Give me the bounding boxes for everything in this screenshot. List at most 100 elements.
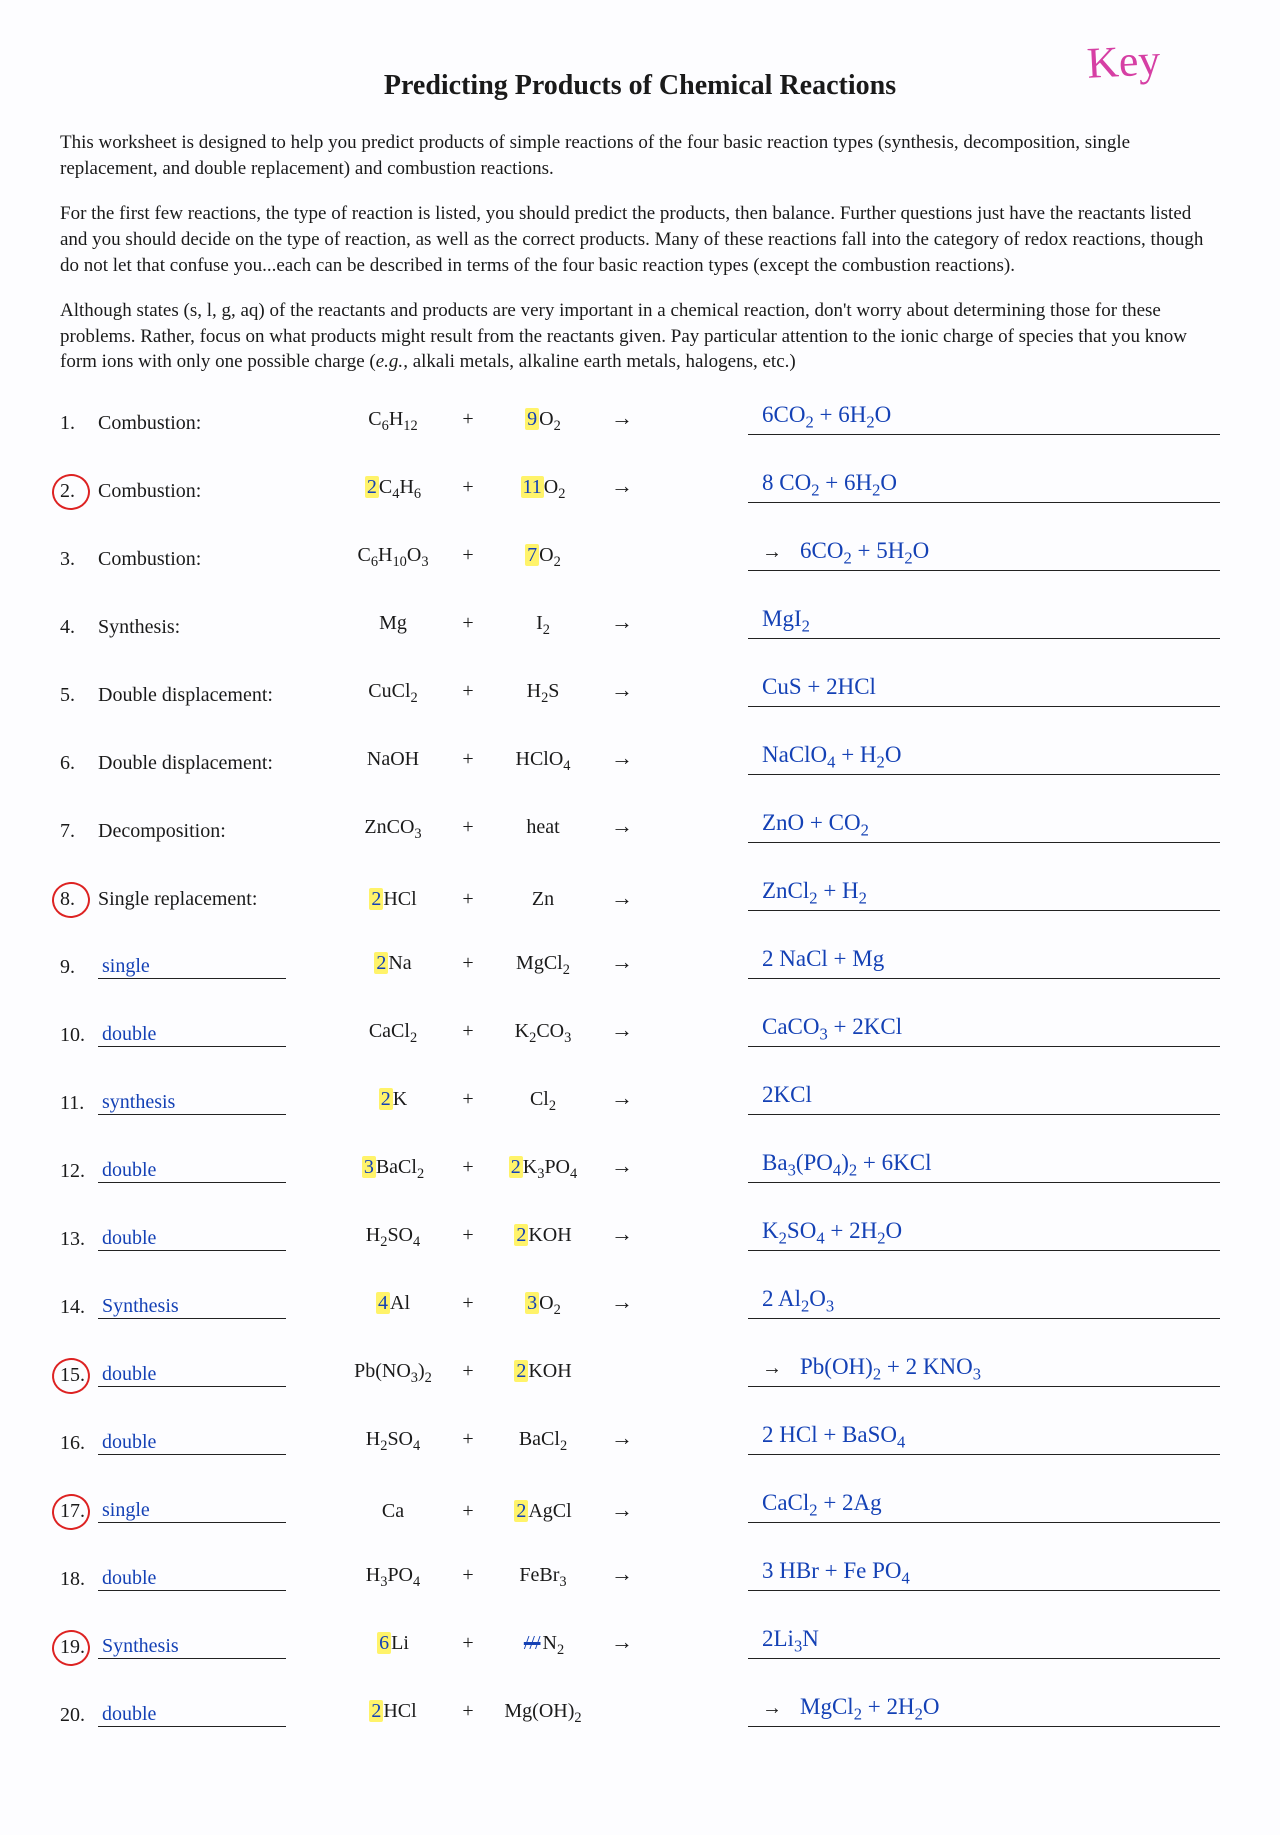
- reaction-row: 19.Synthesis6Li+///N2→2Li3N: [60, 1619, 1220, 1659]
- reaction-type: double: [98, 1227, 338, 1251]
- row-number: 14.: [60, 1296, 98, 1319]
- reaction-row: 5.Double displacement:CuCl2+H2S→CuS + 2H…: [60, 667, 1220, 707]
- row-number: 5.: [60, 684, 98, 707]
- key-annotation: Key: [1085, 34, 1161, 89]
- reaction-type: Synthesis: [98, 1295, 338, 1319]
- reaction-row: 7.Decomposition:ZnCO3+heat→ZnO + CO2: [60, 803, 1220, 843]
- reaction-type: Double displacement:: [98, 752, 338, 775]
- products: CaCl2 + 2Ag: [748, 1490, 1220, 1524]
- reaction-type: double: [98, 1431, 338, 1455]
- reaction-type: Combustion:: [98, 548, 338, 571]
- reactants: 2HCl+Zn→: [338, 885, 748, 911]
- intro-eg: e.g.: [376, 351, 403, 372]
- row-number: 6.: [60, 752, 98, 775]
- products: CuS + 2HCl: [748, 674, 1220, 707]
- reactants: Pb(NO3)2+2KOH: [338, 1360, 748, 1387]
- reaction-row: 14.Synthesis4Al+3O2→2 Al2O3: [60, 1279, 1220, 1319]
- reaction-type: synthesis: [98, 1091, 338, 1115]
- reaction-type: Combustion:: [98, 480, 338, 503]
- row-number: 8.: [60, 888, 98, 911]
- intro-p2: For the first few reactions, the type of…: [60, 201, 1220, 278]
- reactants: H2SO4+2KOH→: [338, 1221, 748, 1251]
- row-number: 3.: [60, 548, 98, 571]
- products: 6CO2 + 6H2O: [748, 402, 1220, 436]
- reaction-type: double: [98, 1159, 338, 1183]
- reaction-type: Synthesis:: [98, 616, 338, 639]
- products: 2 Al2O3: [748, 1286, 1220, 1320]
- row-number: 7.: [60, 820, 98, 843]
- reactants: NaOH+HClO4→: [338, 745, 748, 775]
- products: 2Li3N: [748, 1626, 1220, 1660]
- products: →Pb(OH)2 + 2 KNO3: [748, 1354, 1220, 1388]
- reactants: CaCl2+K2CO3→: [338, 1017, 748, 1047]
- products: ZnO + CO2: [748, 810, 1220, 844]
- reaction-type: double: [98, 1363, 338, 1387]
- intro-p3b: , alkali metals, alkaline earth metals, …: [403, 351, 796, 372]
- products: 2KCl: [748, 1082, 1220, 1115]
- products: K2SO4 + 2H2O: [748, 1218, 1220, 1252]
- row-number: 20.: [60, 1704, 98, 1727]
- products: MgI2: [748, 606, 1220, 640]
- reactants: C6H12+9O2→: [338, 405, 748, 435]
- reaction-type: single: [98, 1499, 338, 1523]
- row-number: 18.: [60, 1568, 98, 1591]
- reaction-row: 9.single2Na+MgCl2→2 NaCl + Mg: [60, 939, 1220, 979]
- reactants: Mg+I2→: [338, 609, 748, 639]
- products: 2 NaCl + Mg: [748, 946, 1220, 979]
- reactants: H3PO4+FeBr3→: [338, 1561, 748, 1591]
- reaction-row: 20.double2HCl+Mg(OH)2→MgCl2 + 2H2O: [60, 1687, 1220, 1727]
- row-number: 17.: [60, 1500, 98, 1523]
- reaction-row: 10.doubleCaCl2+K2CO3→CaCO3 + 2KCl: [60, 1007, 1220, 1047]
- reactants: 2K+Cl2→: [338, 1085, 748, 1115]
- reactants: CuCl2+H2S→: [338, 677, 748, 707]
- reaction-row: 12.double3BaCl2+2K3PO4→Ba3(PO4)2 + 6KCl: [60, 1143, 1220, 1183]
- reactants: 2HCl+Mg(OH)2: [338, 1700, 748, 1727]
- reaction-row: 15.doublePb(NO3)2+2KOH→Pb(OH)2 + 2 KNO3: [60, 1347, 1220, 1387]
- reaction-type: double: [98, 1703, 338, 1727]
- reaction-row: 16.doubleH2SO4+BaCl2→2 HCl + BaSO4: [60, 1415, 1220, 1455]
- products: 2 HCl + BaSO4: [748, 1422, 1220, 1456]
- row-number: 16.: [60, 1432, 98, 1455]
- reaction-row: 6.Double displacement:NaOH+HClO4→NaClO4 …: [60, 735, 1220, 775]
- products: Ba3(PO4)2 + 6KCl: [748, 1150, 1220, 1184]
- reaction-row: 8.Single replacement:2HCl+Zn→ZnCl2 + H2: [60, 871, 1220, 911]
- reaction-row: 1.Combustion:C6H12+9O2→6CO2 + 6H2O: [60, 395, 1220, 435]
- reaction-rows: 1.Combustion:C6H12+9O2→6CO2 + 6H2O2.Comb…: [60, 395, 1220, 1727]
- reactants: 2Na+MgCl2→: [338, 949, 748, 979]
- reactants: Ca+2AgCl→: [338, 1497, 748, 1523]
- reaction-row: 18.doubleH3PO4+FeBr3→3 HBr + Fe PO4: [60, 1551, 1220, 1591]
- reactants: C6H10O3+7O2: [338, 544, 748, 571]
- intro-block: This worksheet is designed to help you p…: [60, 130, 1220, 375]
- products: 3 HBr + Fe PO4: [748, 1558, 1220, 1592]
- row-number: 9.: [60, 956, 98, 979]
- worksheet-page: Key Predicting Products of Chemical Reac…: [0, 0, 1280, 1835]
- products: →6CO2 + 5H2O: [748, 538, 1220, 572]
- reaction-type: double: [98, 1023, 338, 1047]
- reactants: 2C4H6+11O2→: [338, 473, 748, 503]
- reaction-row: 11.synthesis2K+Cl2→2KCl: [60, 1075, 1220, 1115]
- row-number: 11.: [60, 1092, 98, 1115]
- reaction-type: Double displacement:: [98, 684, 338, 707]
- row-number: 2.: [60, 480, 98, 503]
- reaction-type: double: [98, 1567, 338, 1591]
- products: CaCO3 + 2KCl: [748, 1014, 1220, 1048]
- reactants: 6Li+///N2→: [338, 1629, 748, 1659]
- row-number: 1.: [60, 412, 98, 435]
- reactants: 4Al+3O2→: [338, 1289, 748, 1319]
- reaction-type: Combustion:: [98, 412, 338, 435]
- row-number: 13.: [60, 1228, 98, 1251]
- reaction-row: 3.Combustion:C6H10O3+7O2→6CO2 + 5H2O: [60, 531, 1220, 571]
- row-number: 10.: [60, 1024, 98, 1047]
- reaction-row: 4.Synthesis:Mg+I2→MgI2: [60, 599, 1220, 639]
- reaction-row: 13.doubleH2SO4+2KOH→K2SO4 + 2H2O: [60, 1211, 1220, 1251]
- reaction-type: Single replacement:: [98, 888, 338, 911]
- products: NaClO4 + H2O: [748, 742, 1220, 776]
- row-number: 12.: [60, 1160, 98, 1183]
- reactants: ZnCO3+heat→: [338, 813, 748, 843]
- reactants: 3BaCl2+2K3PO4→: [338, 1153, 748, 1183]
- reaction-type: Decomposition:: [98, 820, 338, 843]
- reaction-type: single: [98, 955, 338, 979]
- intro-p1: This worksheet is designed to help you p…: [60, 130, 1220, 181]
- products: 8 CO2 + 6H2O: [748, 470, 1220, 504]
- page-title: Predicting Products of Chemical Reaction…: [60, 70, 1220, 102]
